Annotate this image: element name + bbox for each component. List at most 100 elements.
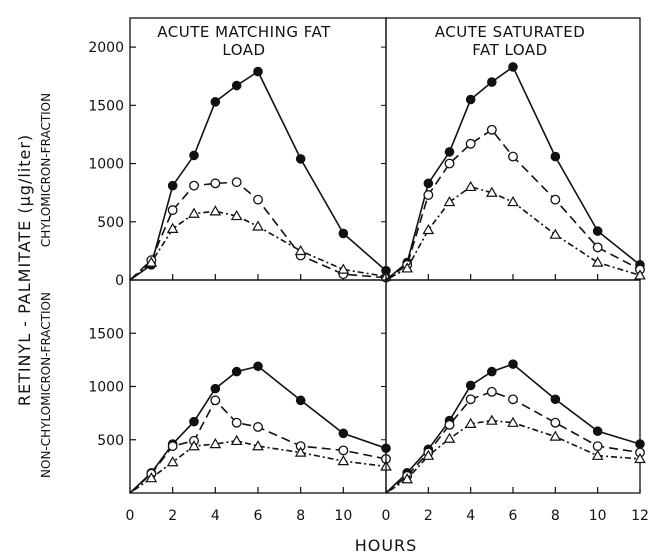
data-point — [443, 432, 456, 443]
y-tick-label: 500 — [97, 215, 124, 231]
data-point — [634, 452, 646, 464]
panel-title-line1-left: ACUTE MATCHING FAT — [157, 23, 331, 41]
data-point — [508, 394, 518, 405]
x-tick-label: 6 — [254, 508, 263, 524]
data-point — [253, 194, 263, 205]
data-point — [230, 209, 243, 221]
series-line-open-circle — [385, 128, 641, 281]
data-point — [167, 180, 178, 191]
x-tick-label: 8 — [551, 508, 560, 524]
data-point — [337, 455, 350, 466]
y-tick-label: 500 — [97, 433, 124, 449]
y-tick-label: 2000 — [88, 40, 124, 56]
data-point — [295, 154, 306, 164]
data-point — [401, 262, 414, 273]
data-point — [209, 438, 222, 449]
series-line-open-circle — [385, 390, 641, 494]
data-point — [550, 394, 561, 405]
data-point — [508, 62, 518, 72]
data-point — [338, 445, 349, 456]
data-point — [591, 256, 604, 267]
data-point — [145, 256, 158, 267]
y-tick-label: 0 — [115, 273, 124, 289]
data-point — [188, 207, 200, 218]
x-tick-label: 2 — [424, 508, 433, 524]
data-point — [550, 151, 561, 162]
data-point — [167, 205, 178, 216]
x-tick-label: 8 — [296, 508, 305, 524]
data-point — [166, 222, 179, 233]
data-point — [465, 138, 476, 149]
data-point — [508, 359, 518, 369]
data-point — [508, 151, 518, 162]
data-point — [338, 428, 349, 439]
data-point — [444, 419, 455, 430]
data-point — [465, 394, 476, 405]
data-point — [210, 178, 221, 189]
data-point — [253, 361, 263, 372]
x-tick-label: 12 — [631, 508, 649, 524]
data-point — [188, 440, 200, 451]
data-point — [230, 434, 243, 446]
x-tick-label: 4 — [466, 508, 475, 524]
data-point — [423, 178, 434, 189]
data-point — [189, 416, 199, 427]
data-point — [253, 66, 263, 77]
data-point — [465, 380, 476, 391]
y-tick-label: 1000 — [88, 380, 124, 396]
data-point — [337, 263, 350, 274]
series-line-filled-circle — [129, 70, 387, 281]
data-point — [210, 395, 221, 406]
data-point — [464, 417, 477, 428]
y-tick-label: 1500 — [88, 326, 124, 342]
series-line-open-circle — [129, 181, 387, 281]
data-point — [485, 414, 498, 425]
data-point — [210, 383, 221, 394]
y-sublabel-bottom: NON-CHYLOMICRON-FRACTION — [39, 292, 53, 478]
data-point — [592, 441, 603, 452]
data-point — [507, 416, 519, 427]
data-point — [231, 417, 242, 428]
data-point — [550, 194, 561, 205]
data-point — [635, 439, 645, 449]
y-tick-label: 1500 — [88, 98, 124, 114]
data-point — [210, 97, 221, 107]
data-point — [295, 395, 306, 406]
data-point — [423, 190, 434, 200]
data-point — [252, 440, 264, 451]
data-point — [253, 422, 263, 432]
data-point — [231, 177, 242, 188]
data-point — [189, 180, 199, 191]
series-line-filled-circle — [385, 65, 641, 281]
data-point — [549, 228, 562, 239]
series-line-filled-circle — [385, 363, 641, 494]
data-point — [444, 158, 455, 169]
data-point — [444, 147, 455, 157]
data-point — [209, 205, 222, 216]
data-point — [422, 449, 435, 460]
series-line-open-circle — [129, 398, 387, 494]
panel-title-line2-left: LOAD — [222, 41, 265, 59]
data-point — [592, 226, 603, 236]
series-line-filled-circle — [129, 365, 387, 494]
y-tick-label: 1000 — [88, 157, 124, 173]
data-point — [231, 366, 242, 377]
x-tick-label: 10 — [589, 508, 607, 524]
panel-frame-bottom-left — [129, 279, 387, 494]
data-point — [422, 223, 435, 235]
data-point — [231, 80, 242, 91]
series-line-open-triangle — [129, 210, 387, 281]
panel-title-line2-right: FAT LOAD — [472, 41, 547, 59]
data-point — [443, 195, 456, 207]
x-tick-label: 0 — [126, 508, 135, 524]
data-point — [592, 426, 603, 437]
series-line-open-triangle — [385, 419, 641, 494]
x-tick-label: 4 — [211, 508, 220, 524]
data-point — [464, 180, 477, 192]
panel-title-line1-right: ACUTE SATURATED — [435, 23, 586, 41]
data-point — [485, 186, 498, 197]
data-point — [166, 456, 179, 467]
y-axis-label: RETINYL - PALMITATE (μg/liter) — [15, 134, 34, 406]
x-axis-label: HOURS — [355, 536, 418, 554]
